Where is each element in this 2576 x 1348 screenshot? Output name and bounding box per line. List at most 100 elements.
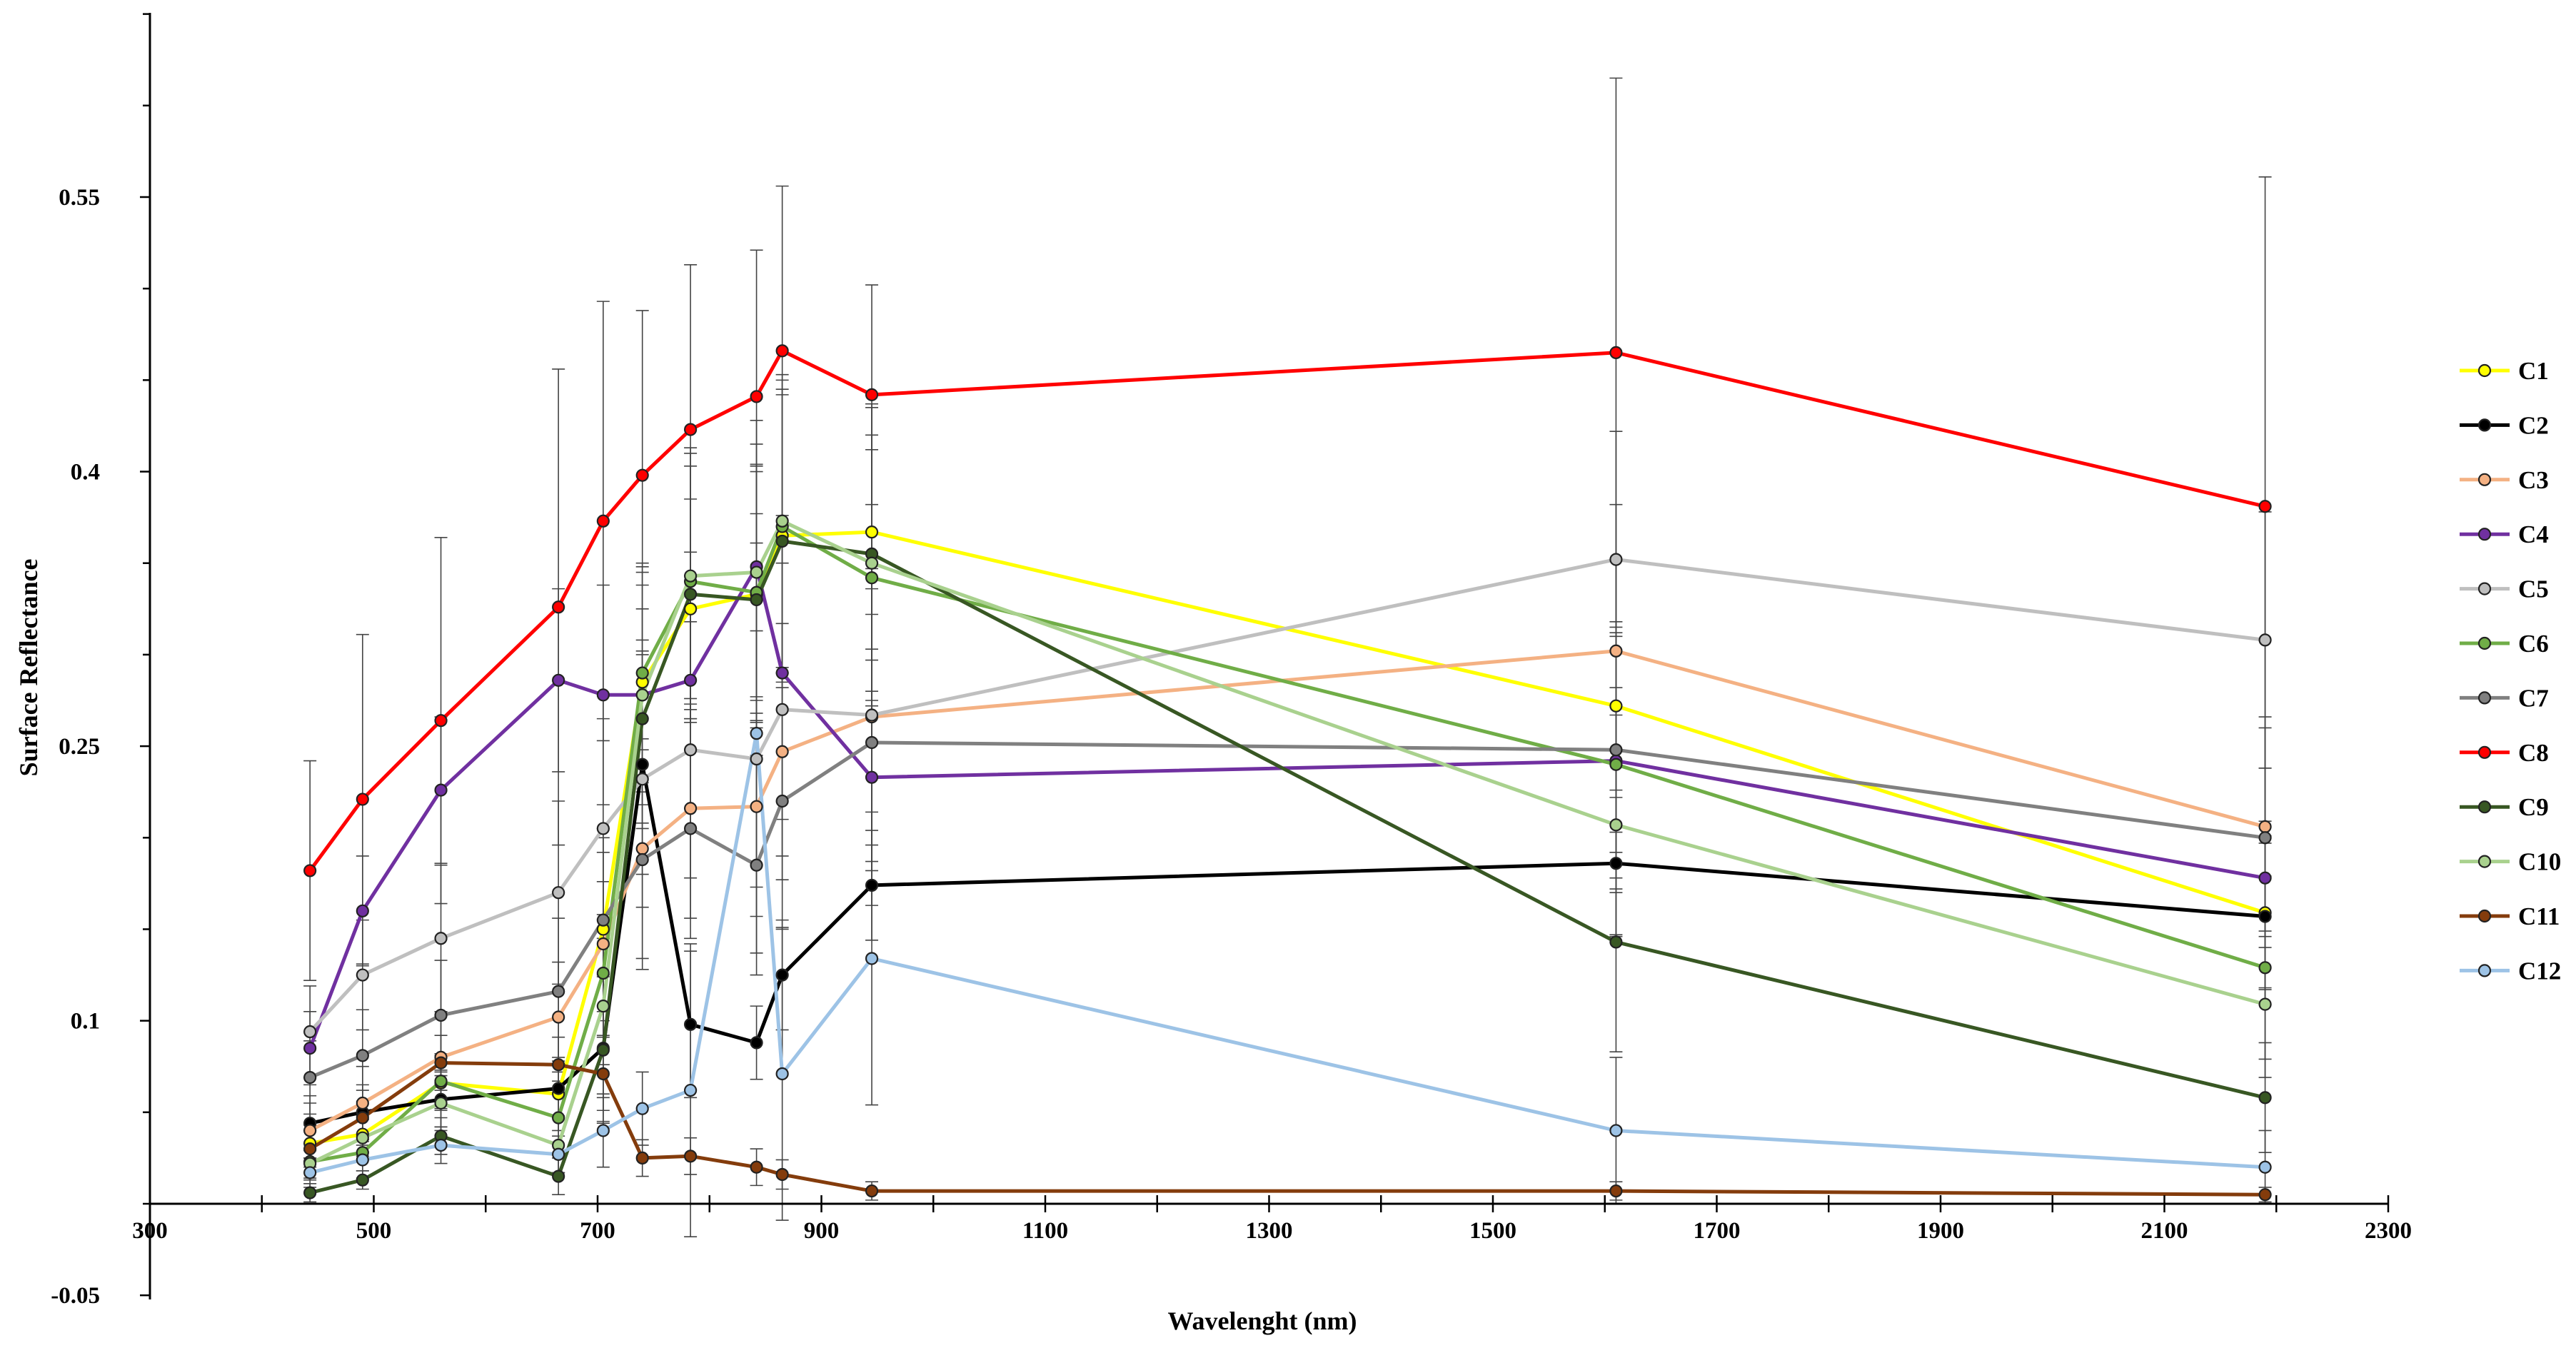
data-point-c10 — [635, 688, 649, 702]
legend-marker-c6 — [2477, 636, 2492, 650]
data-point-c4 — [684, 673, 698, 687]
data-point-c10 — [750, 565, 763, 579]
data-point-c5 — [2258, 633, 2272, 647]
data-point-c8 — [2258, 500, 2272, 513]
data-point-c4 — [552, 673, 565, 687]
data-point-c8 — [303, 864, 317, 877]
data-point-c5 — [596, 822, 610, 835]
x-tick-label: 900 — [804, 1218, 840, 1244]
data-point-c6 — [552, 1111, 565, 1125]
data-point-c8 — [865, 388, 879, 401]
data-point-c7 — [635, 852, 649, 867]
data-point-c2 — [1609, 857, 1623, 870]
data-point-c4 — [596, 688, 610, 702]
data-point-c11 — [750, 1160, 763, 1174]
series-line-c4 — [308, 565, 2266, 1049]
legend-marker-c11 — [2477, 909, 2492, 923]
x-tick-label: 1900 — [1917, 1218, 1964, 1244]
series-line-c6 — [309, 525, 2266, 1164]
data-point-c8 — [434, 714, 448, 728]
data-point-c2 — [552, 1082, 565, 1095]
data-point-c12 — [303, 1166, 317, 1180]
legend-marker-c1 — [2477, 363, 2492, 378]
y-tick-label: 0.55 — [59, 185, 100, 211]
data-point-c9 — [2258, 1091, 2272, 1105]
data-point-c4 — [356, 904, 369, 917]
x-axis-title: Wavelenght (nm) — [1168, 1307, 1357, 1335]
data-point-c3 — [596, 937, 610, 951]
data-point-c4 — [2258, 871, 2272, 885]
legend-marker-c5 — [2477, 582, 2492, 595]
data-point-c7 — [596, 913, 610, 927]
series-line-c9 — [309, 539, 2266, 1195]
data-point-c9 — [684, 588, 698, 601]
data-point-c10 — [775, 514, 789, 528]
y-tick-label: 0.4 — [71, 460, 100, 486]
data-point-c5 — [775, 703, 789, 716]
data-point-c11 — [2258, 1188, 2272, 1202]
series-line-c5 — [308, 558, 2265, 1033]
data-point-c9 — [552, 1170, 565, 1183]
y-tick-label: 0.1 — [71, 1009, 100, 1035]
data-point-c4 — [865, 770, 879, 784]
data-point-c7 — [552, 985, 565, 998]
y-tick-label: 0.25 — [59, 734, 100, 760]
data-point-c11 — [684, 1150, 698, 1163]
data-point-c8 — [635, 468, 649, 482]
data-point-c11 — [596, 1067, 610, 1081]
legend-label-c5: C5 — [2518, 575, 2549, 603]
data-point-c5 — [434, 932, 448, 945]
x-tick-label: 1100 — [1022, 1218, 1068, 1244]
data-point-c8 — [356, 793, 369, 806]
data-point-c3 — [2258, 820, 2272, 833]
data-point-c1 — [865, 525, 879, 539]
series-line-c12 — [309, 731, 2265, 1175]
data-point-c7 — [1609, 743, 1623, 757]
data-point-c12 — [434, 1138, 448, 1152]
data-point-c5 — [684, 743, 698, 757]
data-point-c1 — [684, 602, 698, 615]
series-line-c10 — [309, 519, 2266, 1165]
data-point-c10 — [1609, 818, 1623, 832]
data-point-c5 — [356, 968, 369, 982]
data-point-c10 — [596, 1000, 610, 1013]
data-point-c11 — [552, 1058, 565, 1072]
data-point-c11 — [635, 1151, 649, 1165]
data-point-c8 — [684, 423, 698, 436]
data-point-c7 — [750, 858, 763, 872]
axes — [149, 13, 2388, 1299]
data-point-c10 — [865, 556, 879, 570]
data-point-c8 — [775, 344, 789, 358]
data-point-c2 — [2258, 910, 2272, 923]
data-point-c10 — [434, 1096, 448, 1110]
data-point-c12 — [596, 1124, 610, 1137]
data-point-c4 — [775, 666, 789, 680]
series-markers — [303, 344, 2272, 1202]
data-point-c5 — [750, 752, 763, 766]
series-line-c2 — [309, 763, 2265, 1125]
data-point-c5 — [865, 708, 879, 722]
data-point-c6 — [865, 571, 879, 585]
data-point-c9 — [1609, 935, 1623, 949]
legend-label-c12: C12 — [2518, 957, 2561, 985]
data-point-c11 — [434, 1056, 448, 1070]
data-point-c7 — [684, 822, 698, 835]
legend-marker-c2 — [2477, 418, 2492, 432]
x-tick-label: 2100 — [2141, 1218, 2188, 1244]
data-point-c4 — [303, 1041, 317, 1055]
legend-label-c7: C7 — [2518, 684, 2549, 712]
data-point-c12 — [635, 1102, 649, 1115]
data-point-c7 — [775, 794, 789, 808]
data-point-c8 — [596, 514, 610, 528]
data-point-c12 — [552, 1147, 565, 1161]
data-point-c2 — [775, 968, 789, 982]
data-point-c9 — [775, 534, 789, 548]
data-point-c11 — [356, 1111, 369, 1125]
legend: C1 C2 C3 C4 C5 C6 C7 C8 C9 C10 C11 C12 — [2460, 357, 2561, 985]
legend-label-c3: C3 — [2518, 466, 2549, 494]
legend-label-c6: C6 — [2518, 630, 2549, 658]
legend-marker-c4 — [2477, 528, 2492, 541]
data-point-c6 — [434, 1075, 448, 1088]
data-point-c12 — [684, 1083, 698, 1097]
